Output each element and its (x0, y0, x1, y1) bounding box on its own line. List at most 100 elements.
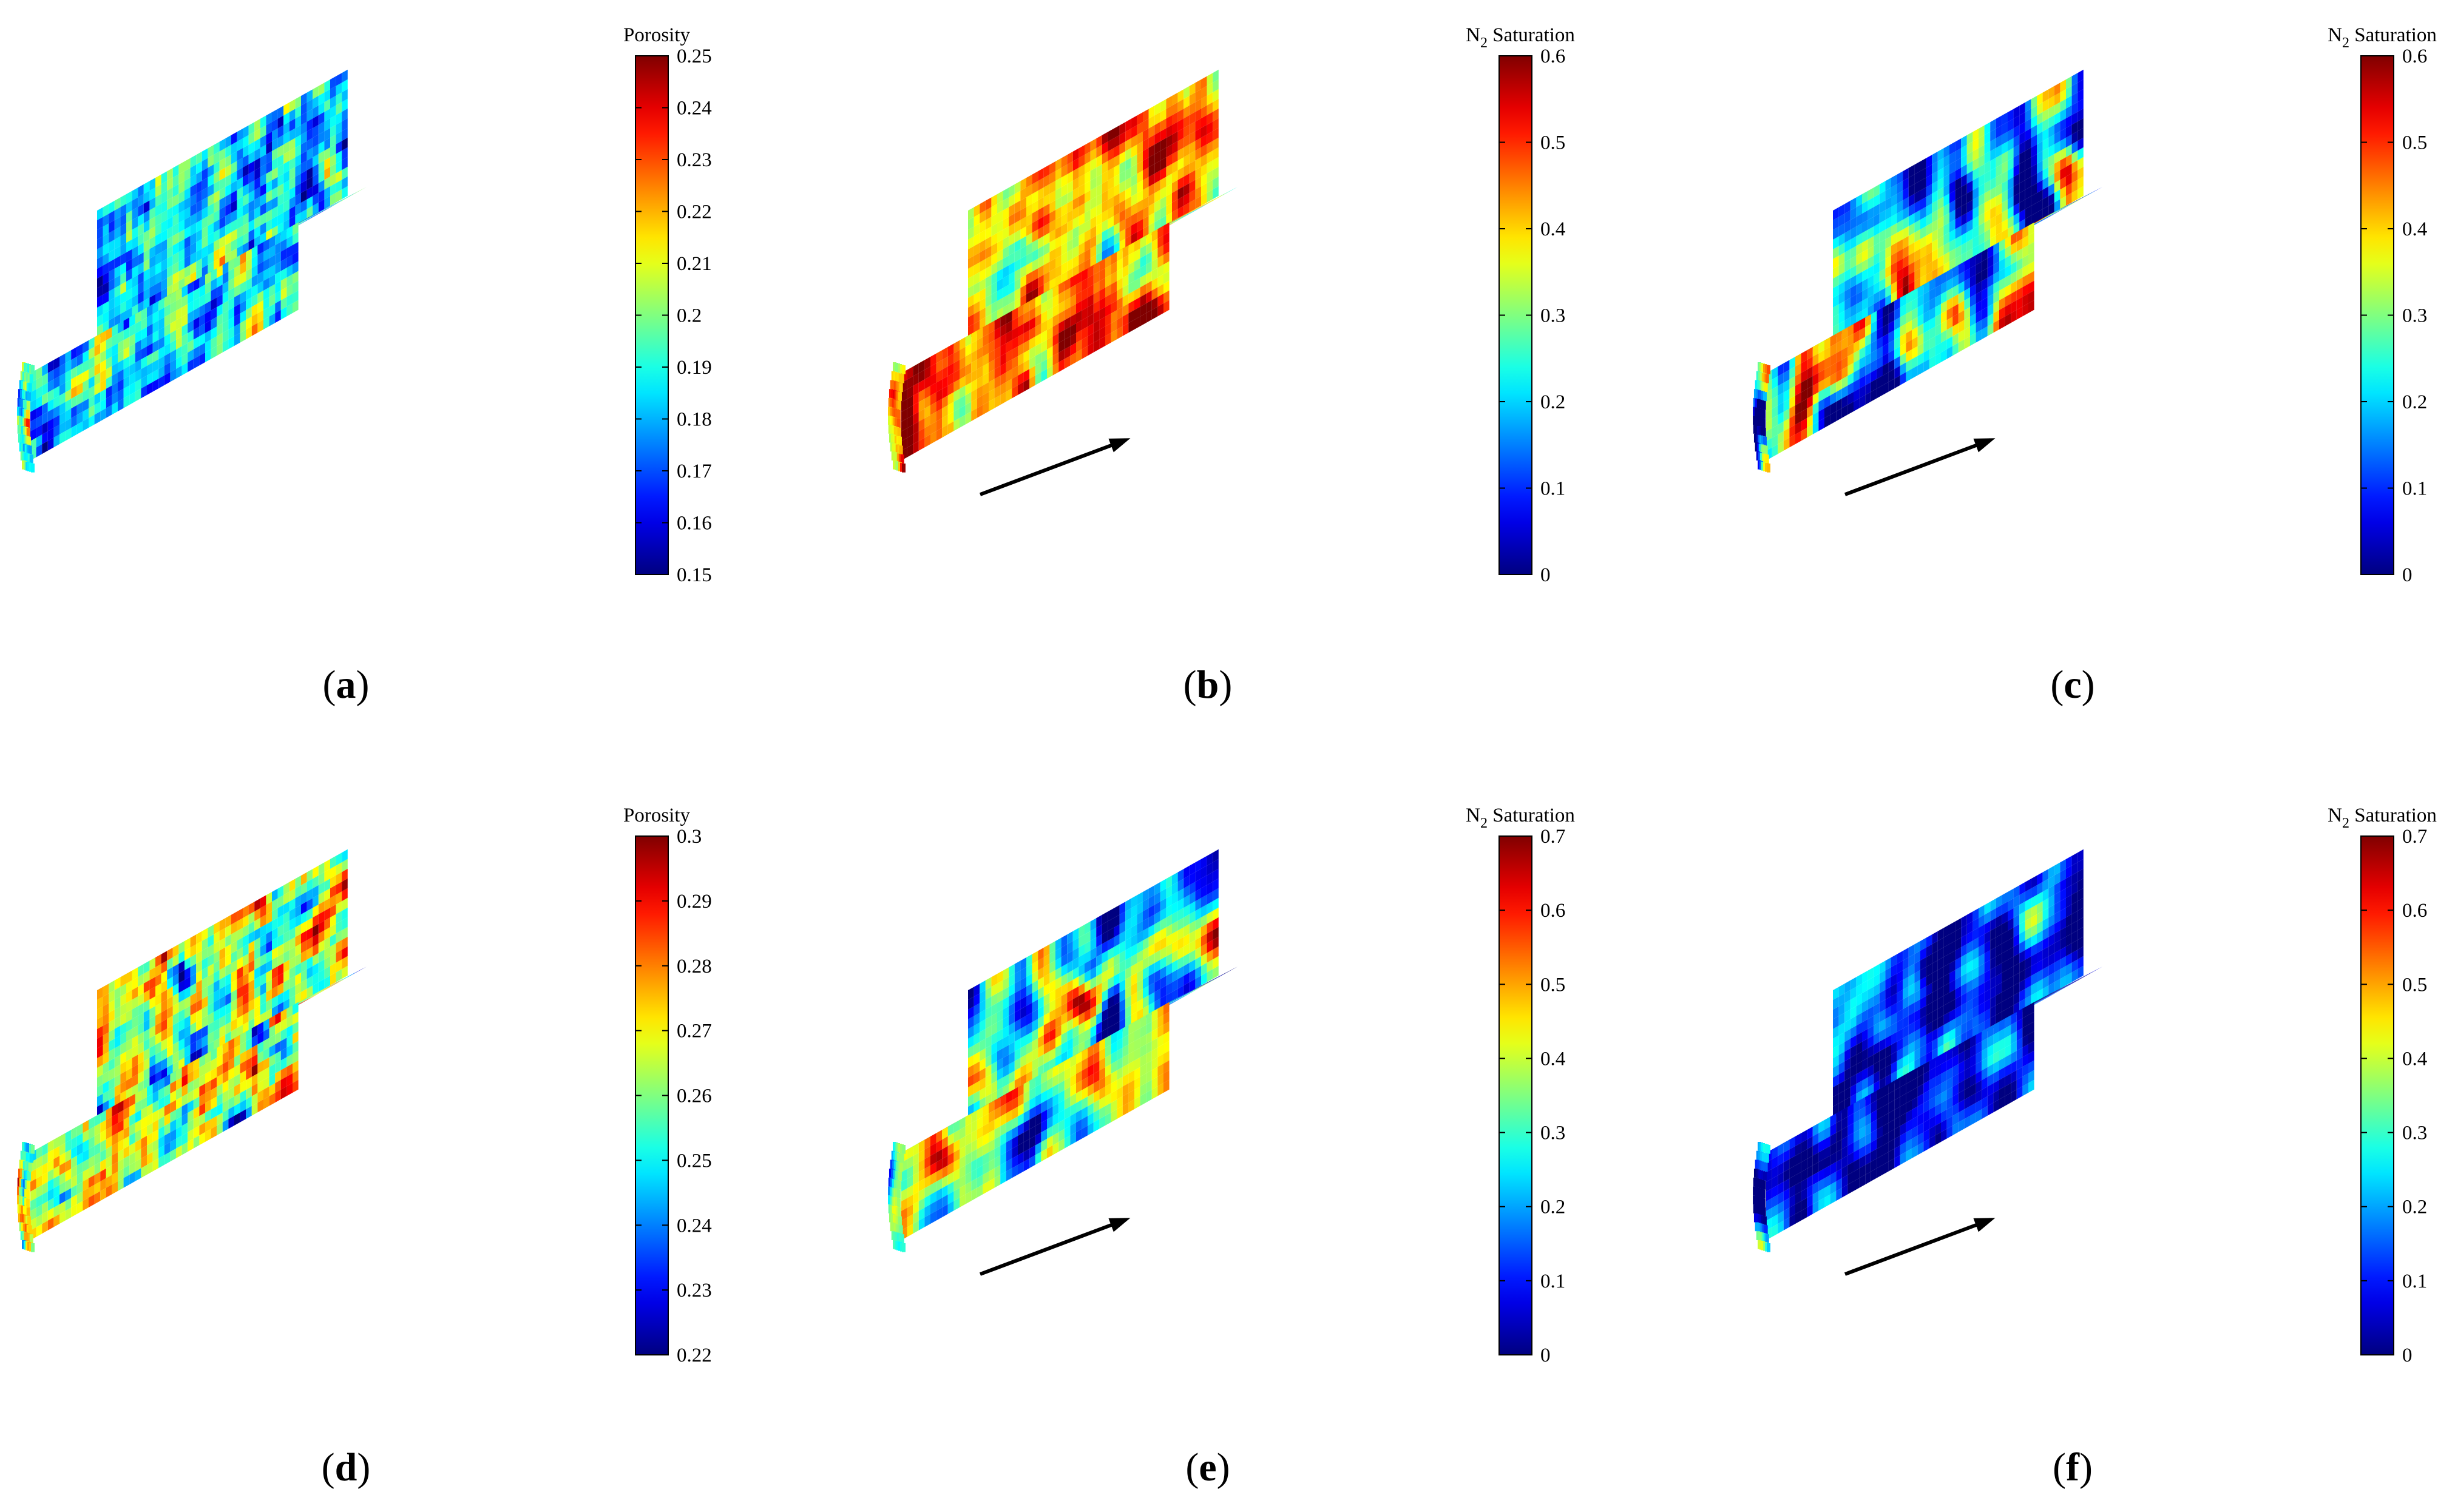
panel-caption-letter: b (1197, 663, 1219, 707)
colorbar-tick-label: 0.3 (1540, 305, 1565, 327)
voxel (118, 359, 124, 373)
voxel (214, 161, 220, 174)
voxel (76, 402, 83, 415)
voxel (240, 262, 246, 275)
voxel (315, 206, 329, 214)
voxel (330, 192, 336, 206)
voxel (188, 310, 194, 324)
voxel (1072, 216, 1079, 229)
voxel (36, 386, 42, 399)
voxel (167, 226, 173, 240)
voxel (1177, 157, 1184, 170)
voxel (196, 170, 202, 184)
voxel (132, 285, 138, 298)
voxel (185, 235, 191, 249)
voxel (170, 369, 176, 382)
voxel (167, 255, 173, 269)
voxel (53, 415, 59, 428)
voxel (243, 222, 249, 235)
voxel (1160, 157, 1167, 170)
voxel (132, 187, 138, 201)
voxel (190, 164, 197, 178)
voxel (1061, 242, 1068, 255)
voxel (1189, 199, 1196, 212)
voxel (1195, 167, 1201, 180)
voxel (1061, 252, 1068, 265)
flow-arrow-head (1108, 438, 1131, 453)
voxel (129, 372, 135, 386)
voxel (106, 376, 112, 389)
voxel (1102, 180, 1108, 194)
voxel (89, 376, 95, 389)
voxel (1137, 151, 1143, 164)
voxel (172, 203, 179, 217)
voxel (234, 265, 240, 278)
voxel (275, 290, 281, 304)
voxel (1119, 200, 1126, 213)
voxel (89, 337, 95, 350)
voxel (109, 239, 115, 253)
voxel (1189, 170, 1196, 183)
voxel (231, 200, 237, 213)
voxel (208, 194, 214, 207)
voxel (59, 431, 66, 444)
voxel (1183, 124, 1190, 138)
voxel (120, 194, 126, 208)
voxel (272, 206, 278, 219)
voxel (231, 170, 237, 184)
voxel (234, 323, 240, 336)
voxel (1049, 181, 1055, 194)
voxel (1125, 167, 1131, 181)
voxel (266, 180, 272, 194)
voxel (323, 203, 337, 210)
voxel (234, 303, 240, 317)
voxel (968, 314, 974, 327)
voxel (997, 229, 1003, 243)
voxel (1032, 278, 1038, 291)
voxel (1177, 138, 1184, 151)
voxel (1043, 232, 1050, 246)
voxel (289, 128, 296, 141)
voxel (301, 170, 307, 183)
voxel (208, 242, 214, 255)
voxel (225, 183, 231, 197)
voxel (342, 176, 348, 190)
voxel (1014, 229, 1021, 243)
voxel-block-a (17, 69, 367, 473)
voxel (83, 418, 89, 431)
voxel (275, 232, 281, 246)
voxel (1055, 206, 1062, 220)
voxel (254, 138, 260, 152)
voxel (190, 232, 197, 246)
voxel (1218, 190, 1232, 198)
voxel (190, 184, 197, 197)
voxel (313, 95, 319, 109)
voxel (1195, 147, 1201, 161)
voxel (42, 431, 48, 445)
voxel (342, 186, 348, 200)
voxel (205, 329, 211, 343)
voxel (141, 376, 147, 389)
voxel (132, 294, 138, 308)
voxel (47, 418, 54, 431)
voxel (132, 226, 138, 240)
voxel (231, 180, 237, 194)
voxel (135, 388, 141, 402)
voxel (1079, 252, 1085, 265)
voxel (997, 220, 1003, 233)
voxel (94, 334, 101, 347)
voxel (132, 255, 138, 269)
voxel (899, 383, 903, 393)
voxel (303, 214, 317, 222)
voxel (1189, 121, 1196, 135)
voxel (167, 177, 173, 191)
voxel (248, 122, 255, 135)
voxel (991, 214, 997, 227)
voxel (47, 370, 54, 383)
voxel (293, 280, 299, 294)
voxel (1114, 174, 1120, 187)
voxel (199, 323, 205, 337)
voxel (123, 337, 130, 350)
voxel (248, 161, 255, 174)
voxel (1160, 128, 1167, 141)
